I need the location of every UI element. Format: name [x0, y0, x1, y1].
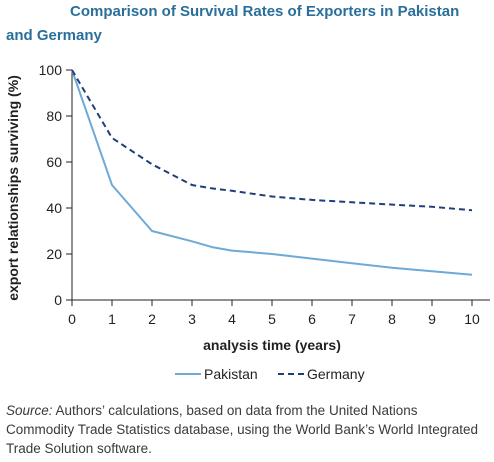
x-tick-label: 6	[308, 311, 316, 327]
x-tick-label: 5	[268, 311, 276, 327]
x-tick-label: 0	[68, 311, 76, 327]
source-text: Authors’ calculations, based on data fro…	[6, 403, 478, 456]
legend: Pakistan Germany	[175, 366, 365, 382]
series-line-germany	[71, 69, 473, 212]
chart-title-line-2: and Germany	[6, 27, 102, 44]
y-tick-label: 60	[46, 154, 62, 170]
x-axis: 0 1 2 3 4 5 6 7 8 9 10	[68, 299, 490, 327]
line-chart: 0 20 40 60 80 100 0 1 2 3 4 5 6 7 8 9 10 export relatio…	[5, 62, 490, 382]
y-axis: 0 20 40 60 80 100	[39, 62, 73, 308]
chart-title-line-1: Comparison of Survival Rates of Exporter…	[70, 3, 460, 20]
legend-label-germany: Germany	[307, 366, 365, 382]
x-axis-title: analysis time (years)	[203, 337, 341, 353]
source-note: Source: Authors’ calculations, based on …	[6, 401, 488, 458]
source-label: Source:	[6, 403, 53, 418]
series-layer	[71, 69, 473, 276]
chart-title: Comparison of Survival Rates of Exporter…	[0, 0, 494, 50]
y-tick-label: 20	[46, 246, 62, 262]
y-axis-title: export relationships surviving (%)	[5, 75, 21, 301]
x-tick-label: 3	[188, 311, 196, 327]
x-tick-label: 7	[348, 311, 356, 327]
x-tick-label: 10	[464, 311, 480, 327]
x-tick-label: 4	[228, 311, 236, 327]
x-tick-label: 9	[428, 311, 436, 327]
x-tick-label: 8	[388, 311, 396, 327]
y-tick-label: 80	[46, 108, 62, 124]
y-tick-label: 40	[46, 200, 62, 216]
x-tick-label: 1	[108, 311, 116, 327]
legend-label-pakistan: Pakistan	[204, 366, 258, 382]
y-tick-label: 0	[54, 292, 62, 308]
series-line-pakistan	[71, 69, 473, 276]
y-tick-label: 100	[39, 62, 63, 78]
x-tick-label: 2	[148, 311, 156, 327]
